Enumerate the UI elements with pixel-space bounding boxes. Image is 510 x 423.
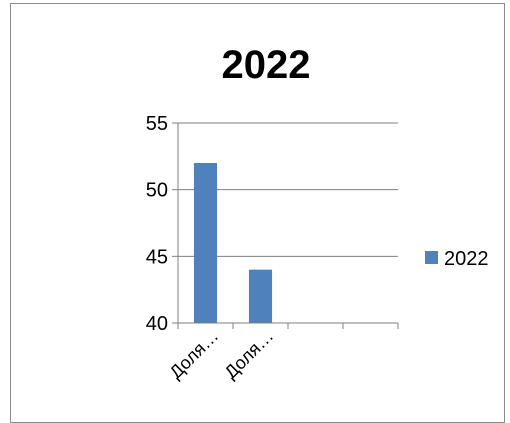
y-tick-label: 45 [146,246,168,268]
y-tick-label: 40 [146,313,168,335]
legend: 2022 [425,248,489,270]
legend-swatch [425,251,438,264]
y-tick-label: 50 [146,180,168,202]
x-category-label: Доля… [166,326,223,383]
bars [193,163,273,323]
y-tick-label: 55 [146,113,168,135]
bar [248,269,273,323]
legend-label: 2022 [444,248,489,270]
chart-title: 2022 [222,43,311,87]
x-category-label: Доля… [221,326,278,383]
chart-frame [10,3,505,423]
axes [172,122,399,329]
bar [193,163,218,323]
